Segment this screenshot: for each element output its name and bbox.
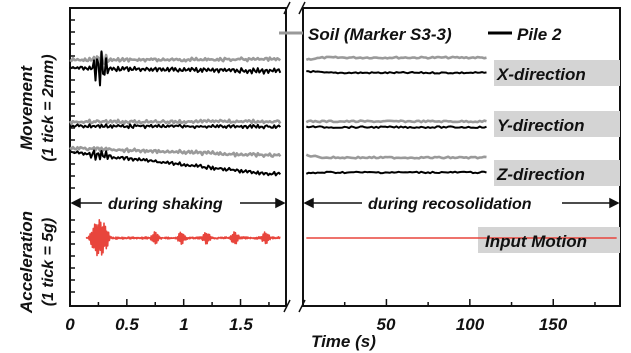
z-direction-label: Z-direction [496, 165, 585, 184]
left-panel-frame [69, 7, 287, 307]
recon-annotation: during recosolidation [368, 196, 532, 213]
axis-break-gap [287, 0, 302, 353]
x-direction-soil-recon [305, 55, 487, 62]
x-tick-label-150: 150 [539, 315, 568, 334]
x-tick-label-1.5: 1.5 [229, 315, 253, 334]
x-direction-label-bg [494, 60, 620, 86]
y-direction-pile-recon [305, 125, 487, 129]
recon-text-bg [362, 193, 562, 213]
x-direction-pile-recon [306, 70, 487, 75]
z-direction-soil-shaking [69, 145, 282, 158]
z-direction-pile-recon [305, 170, 487, 175]
x-direction-pile-shaking [69, 50, 282, 87]
input-motion-shaking [85, 219, 281, 257]
y-direction-soil-shaking [68, 118, 282, 125]
z-direction-pile-shaking [69, 149, 282, 177]
shaking-text-bg [102, 193, 240, 213]
legend-pile-label: Pile 2 [517, 25, 562, 44]
axis-break-mark-top [283, 1, 306, 15]
input-motion-label-bg [478, 227, 620, 253]
x-tick-label-0: 0 [65, 315, 75, 334]
x-tick-label-1: 1 [179, 315, 188, 334]
x-tick-label-100: 100 [456, 315, 485, 334]
axis-break-mark-bottom [283, 299, 306, 313]
x-tick-label-0.5: 0.5 [115, 315, 139, 334]
x-direction-label: X-direction [496, 65, 586, 84]
movement-y-label: Movement [17, 65, 36, 150]
z-direction-label-bg [494, 160, 620, 186]
movement-y-scale: (1 tick = 2mm) [40, 54, 57, 161]
y-direction-label-bg [494, 111, 620, 137]
y-direction-pile-shaking [69, 123, 282, 130]
accel-y-scale: (1 tick = 5g) [40, 218, 57, 306]
legend-soil-label: Soil (Marker S3-3) [308, 25, 452, 44]
x-tick-label-50: 50 [377, 315, 396, 334]
input-motion-label: Input Motion [485, 232, 587, 251]
y-direction-soil-recon [305, 119, 487, 124]
y-direction-label: Y-direction [497, 116, 585, 135]
shaking-annotation: during shaking [108, 196, 223, 213]
z-direction-soil-recon [305, 153, 487, 160]
accel-y-label: Acceleration [17, 211, 36, 314]
x-axis-title: Time (s) [311, 332, 376, 351]
legend: Soil (Marker S3-3) Pile 2 [279, 25, 562, 44]
right-panel-frame [302, 7, 621, 307]
